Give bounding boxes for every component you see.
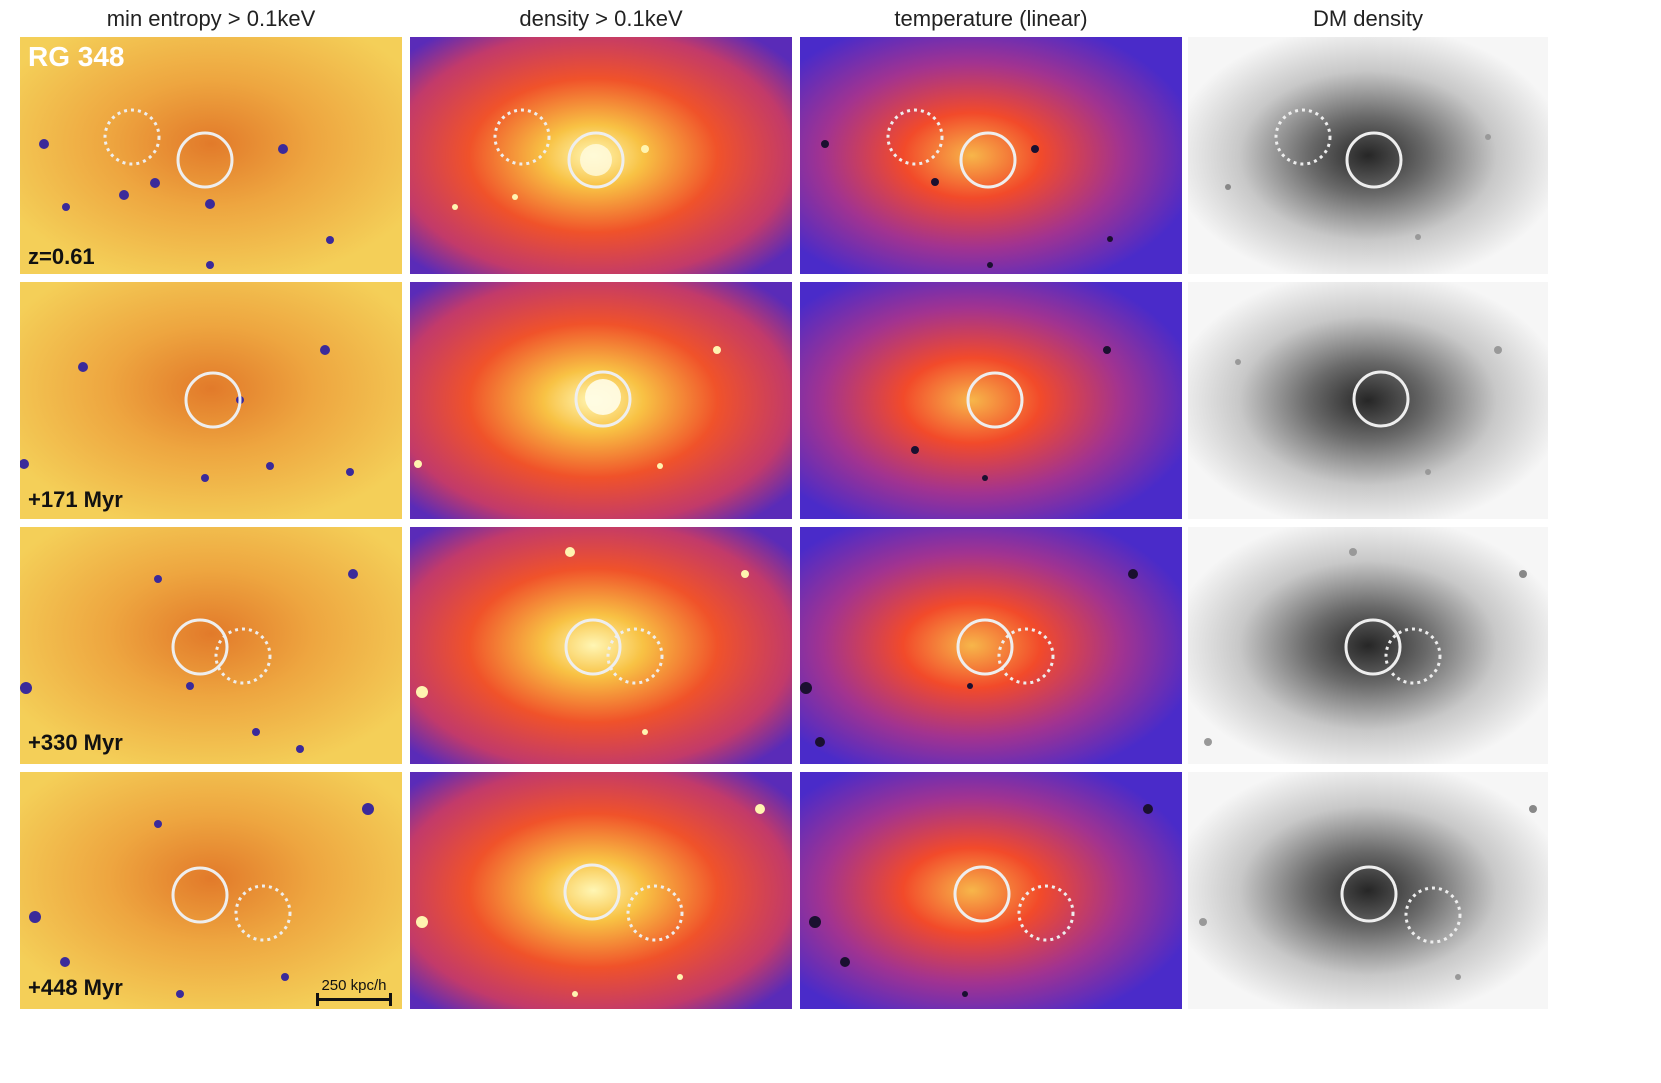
row-label-2: +171 Myr: [28, 487, 123, 512]
panel-density-row4: [410, 772, 792, 1009]
panel-entropy-row1: RG 348 z=0.61: [20, 37, 402, 274]
column-title-temperature: temperature (linear): [894, 6, 1088, 31]
row-label-4: +448 Myr: [28, 975, 123, 1000]
panel-density-row3: [410, 527, 792, 764]
panel-dm-row1: [1188, 37, 1548, 274]
panel-temperature-row2: [800, 282, 1182, 519]
scalebar: 250 kpc/h: [316, 977, 392, 1006]
row-label-1: z=0.61: [28, 244, 95, 269]
column-title-dm-density: DM density: [1312, 6, 1424, 31]
panel-temperature-row4: [800, 772, 1182, 1009]
cluster-label: RG 348: [28, 41, 125, 72]
panel-dm-row3: [1188, 527, 1548, 764]
panel-density-row1: [410, 37, 792, 274]
panel-dm-row2: [1188, 282, 1548, 519]
row-label-3: +330 Myr: [28, 730, 123, 755]
panel-entropy-row2: +171 Myr: [20, 282, 402, 519]
panel-temperature-row3: [800, 527, 1182, 764]
panel-entropy-row3: +330 Myr: [20, 527, 402, 764]
panel-dm-row4: [1188, 772, 1548, 1009]
column-title-density: density > 0.1keV: [519, 6, 683, 31]
scalebar-line: [316, 993, 392, 1006]
column-title-entropy: min entropy > 0.1keV: [106, 6, 316, 31]
scalebar-label: 250 kpc/h: [321, 977, 387, 994]
panel-entropy-row4: +448 Myr 250 kpc/h: [20, 772, 402, 1009]
panel-density-row2: [410, 282, 792, 519]
panel-temperature-row1: [800, 37, 1182, 274]
